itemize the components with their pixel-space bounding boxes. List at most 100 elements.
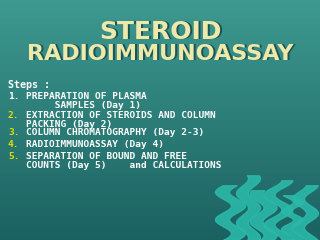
Text: Steps :: Steps : xyxy=(8,80,50,90)
Bar xyxy=(0,43,320,46)
Bar xyxy=(0,226,320,228)
Bar xyxy=(0,118,320,120)
Text: RADIOIMMUNOASSAY: RADIOIMMUNOASSAY xyxy=(27,44,293,64)
Text: SEPARATION OF BOUND AND FREE: SEPARATION OF BOUND AND FREE xyxy=(26,152,187,161)
Bar xyxy=(0,190,320,192)
Bar xyxy=(0,233,320,235)
Text: RADIOIMMUNOASSAY: RADIOIMMUNOASSAY xyxy=(29,44,295,64)
Bar xyxy=(0,120,320,122)
Bar xyxy=(0,175,320,178)
Text: COLUMN CHROMATOGRAPHY (Day 2-3): COLUMN CHROMATOGRAPHY (Day 2-3) xyxy=(26,128,204,137)
Bar xyxy=(0,84,320,86)
Bar xyxy=(0,14,320,17)
Bar xyxy=(0,89,320,91)
Bar xyxy=(0,110,320,113)
Text: 4.: 4. xyxy=(8,140,20,149)
Bar xyxy=(0,221,320,223)
Bar xyxy=(0,154,320,156)
Bar xyxy=(0,65,320,67)
Text: STEROID: STEROID xyxy=(99,20,221,44)
Bar xyxy=(0,7,320,10)
Bar xyxy=(0,216,320,218)
Bar xyxy=(0,48,320,50)
Bar xyxy=(0,228,320,230)
Bar xyxy=(0,139,320,142)
Bar xyxy=(0,17,320,19)
Bar xyxy=(0,103,320,106)
Bar xyxy=(0,60,320,62)
Text: PREPARATION OF PLASMA: PREPARATION OF PLASMA xyxy=(26,92,147,101)
Bar xyxy=(0,53,320,55)
Bar xyxy=(0,182,320,185)
Bar xyxy=(0,108,320,110)
Bar xyxy=(0,130,320,132)
Bar xyxy=(0,70,320,72)
Bar xyxy=(0,36,320,38)
Bar xyxy=(0,26,320,29)
Bar xyxy=(0,113,320,115)
Bar xyxy=(0,5,320,7)
Bar xyxy=(0,199,320,202)
Bar xyxy=(0,10,320,12)
Bar xyxy=(0,106,320,108)
Text: 2.: 2. xyxy=(8,111,20,120)
Text: 3.: 3. xyxy=(8,128,20,137)
Bar xyxy=(0,204,320,206)
Bar xyxy=(0,122,320,125)
Bar xyxy=(0,187,320,190)
Bar xyxy=(0,12,320,14)
Bar xyxy=(0,144,320,146)
Bar xyxy=(0,96,320,98)
Bar xyxy=(0,158,320,161)
Bar xyxy=(0,125,320,127)
Bar xyxy=(0,151,320,154)
Text: PACKING (Day 2): PACKING (Day 2) xyxy=(26,120,112,129)
Bar xyxy=(0,127,320,130)
Bar xyxy=(0,194,320,197)
Bar xyxy=(0,72,320,74)
Bar xyxy=(0,86,320,89)
Bar xyxy=(0,34,320,36)
Bar xyxy=(0,79,320,82)
Text: 1.: 1. xyxy=(8,92,20,101)
Bar xyxy=(0,230,320,233)
Bar xyxy=(0,137,320,139)
Bar xyxy=(0,214,320,216)
Bar xyxy=(0,173,320,175)
Bar xyxy=(0,163,320,166)
Bar xyxy=(0,134,320,137)
Bar xyxy=(0,132,320,134)
Text: EXTRACTION OF STEROIDS AND COLUMN: EXTRACTION OF STEROIDS AND COLUMN xyxy=(26,111,216,120)
Bar xyxy=(0,22,320,24)
Bar xyxy=(0,180,320,182)
Bar xyxy=(0,74,320,77)
Bar xyxy=(0,24,320,26)
Bar xyxy=(0,166,320,168)
Text: RADIOIMMUNOASSAY (Day 4): RADIOIMMUNOASSAY (Day 4) xyxy=(26,140,164,149)
Bar xyxy=(0,0,320,2)
Bar xyxy=(0,38,320,41)
Bar xyxy=(0,209,320,211)
Bar xyxy=(0,58,320,60)
Bar xyxy=(0,202,320,204)
Bar xyxy=(0,91,320,94)
Bar xyxy=(0,168,320,170)
Bar xyxy=(0,178,320,180)
Bar xyxy=(0,197,320,199)
Bar xyxy=(0,2,320,5)
Bar xyxy=(0,29,320,31)
Bar xyxy=(0,67,320,70)
Bar xyxy=(0,149,320,151)
Bar xyxy=(0,223,320,226)
Bar xyxy=(0,94,320,96)
Bar xyxy=(0,218,320,221)
Bar xyxy=(0,192,320,194)
Bar xyxy=(0,238,320,240)
Bar xyxy=(0,101,320,103)
Bar xyxy=(0,115,320,118)
Bar xyxy=(0,55,320,58)
Bar xyxy=(0,146,320,149)
Bar xyxy=(0,50,320,53)
Text: COUNTS (Day 5)    and CALCULATIONS: COUNTS (Day 5) and CALCULATIONS xyxy=(26,161,221,170)
Text: SAMPLES (Day 1): SAMPLES (Day 1) xyxy=(26,101,141,110)
